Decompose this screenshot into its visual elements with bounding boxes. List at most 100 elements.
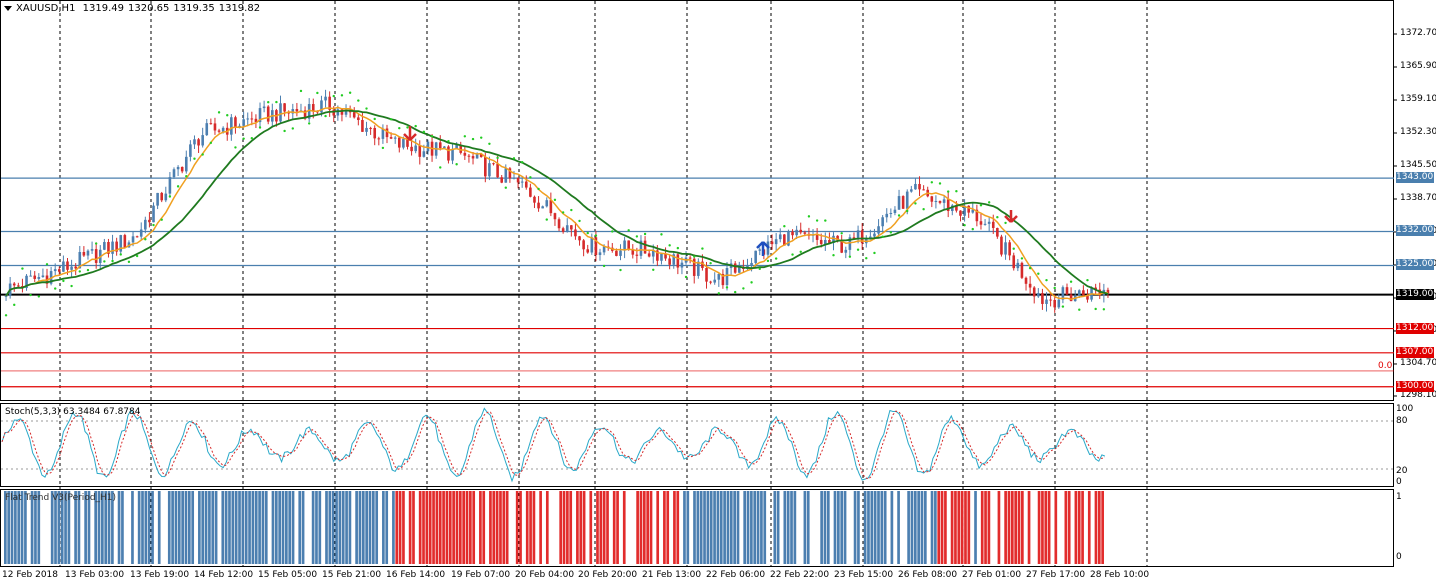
parabolic-sar-dot (922, 208, 925, 211)
candle-body (348, 111, 352, 113)
parabolic-sar-dot (897, 214, 901, 217)
candle-body (737, 266, 741, 273)
level-price-tag: 1319.00 (1396, 288, 1434, 300)
candle-body (967, 205, 970, 213)
flat-trend-bar (30, 491, 34, 564)
candle-body (377, 138, 381, 140)
ohlc-low: 1319.35 (173, 3, 215, 14)
flat-trend-bar (111, 491, 114, 564)
flat-trend-bar (271, 491, 275, 564)
ohlc-close: 1319.82 (218, 3, 261, 14)
flat-trend-bar (201, 491, 205, 564)
candle-body (144, 219, 147, 230)
flat-trend-bar (315, 491, 318, 564)
candle-body (701, 261, 704, 268)
stochastic-pane[interactable] (0, 403, 1394, 487)
candle-body (668, 258, 671, 265)
flat-trend-bar (244, 491, 248, 564)
candle-body (897, 196, 901, 210)
flat-trend-bar (917, 491, 920, 564)
candle-body (443, 146, 446, 149)
parabolic-sar-dot (701, 247, 704, 250)
candle-body (139, 229, 143, 237)
parabolic-sar-dot (635, 235, 639, 238)
candle-body (1057, 299, 1061, 308)
flat-trend-bar (408, 491, 412, 564)
candle-body (549, 200, 553, 214)
candle-body (590, 237, 594, 253)
flat-trend-bar (137, 491, 141, 564)
time-axis-label: 14 Feb 12:00 (194, 570, 254, 580)
candle-body (856, 230, 860, 240)
candle-body (176, 166, 180, 170)
parabolic-sar-dot (13, 303, 16, 307)
flat-trend-bar (365, 491, 368, 564)
candle-body (631, 249, 635, 255)
flat-axis-1: 1 (1396, 492, 1402, 502)
candle-body (783, 234, 786, 246)
collapse-triangle-icon[interactable] (4, 5, 12, 11)
flat-trend-bar (191, 491, 195, 564)
flat-trend-bar (1007, 491, 1011, 564)
flat-trend-bar (776, 491, 780, 564)
candle-body (991, 221, 995, 228)
main-price-pane[interactable] (0, 0, 1394, 401)
flat-trend-bar (395, 491, 399, 564)
time-axis-label: 23 Feb 15:00 (834, 570, 894, 580)
candle-body (639, 240, 643, 256)
candle-body (692, 258, 696, 276)
candle-body (29, 275, 32, 277)
candle-body (103, 242, 106, 250)
flat-trend-bar (469, 491, 472, 564)
flat-trend-bar (208, 491, 211, 564)
candle-body (438, 142, 442, 149)
flat-trend-bar (622, 491, 626, 564)
parabolic-sar-dot (963, 223, 966, 227)
candle-body (369, 127, 372, 129)
time-axis-label: 26 Feb 08:00 (898, 570, 958, 580)
symbol-label: XAUUSD,H1 (16, 3, 76, 14)
flat-trend-bar (465, 491, 469, 564)
parabolic-sar-dot (1028, 266, 1032, 270)
flat-trend-bar (683, 491, 686, 564)
parabolic-sar-dot (332, 94, 335, 98)
parabolic-sar-dot (693, 255, 696, 258)
candle-body (1012, 255, 1016, 269)
flat-trend-bar (228, 491, 231, 564)
flat-trend-bar (987, 491, 991, 564)
candle-body (361, 120, 364, 132)
candle-body (193, 139, 196, 145)
candle-body (950, 205, 954, 212)
parabolic-sar-dot (856, 248, 860, 251)
candle-body (627, 240, 630, 250)
flat-trend-bar (104, 491, 108, 564)
candle-body (705, 267, 708, 282)
candle-body (111, 241, 114, 254)
parabolic-sar-dot (439, 166, 442, 169)
flat-trend-bar (50, 491, 54, 564)
candle-body (754, 250, 757, 263)
candle-body (172, 169, 176, 178)
parabolic-sar-dot (340, 94, 344, 97)
flat-trend-bar (37, 491, 41, 564)
flat-trend-bar (238, 491, 241, 564)
flat-trend-bar (612, 491, 616, 564)
flat-trend-bar (529, 491, 532, 564)
candle-body (279, 103, 282, 122)
flat-trend-bar (301, 491, 305, 564)
candle-body (496, 163, 499, 178)
flat-trend-bar (87, 491, 91, 564)
candle-body (656, 250, 659, 261)
candle-body (971, 209, 975, 213)
ma-fast-line (5, 106, 1109, 300)
candle-body (115, 241, 118, 252)
flat-trend-bar (288, 491, 292, 564)
flat-trend-bar (930, 491, 934, 564)
candle-body (1032, 287, 1036, 297)
parabolic-sar-dot (955, 189, 958, 193)
flat-trend-bar (582, 491, 586, 564)
flat-trend-bar (171, 491, 174, 564)
flat-trend-bar (820, 491, 823, 564)
candle-body (234, 117, 237, 128)
flat-trend-bar (458, 491, 462, 564)
